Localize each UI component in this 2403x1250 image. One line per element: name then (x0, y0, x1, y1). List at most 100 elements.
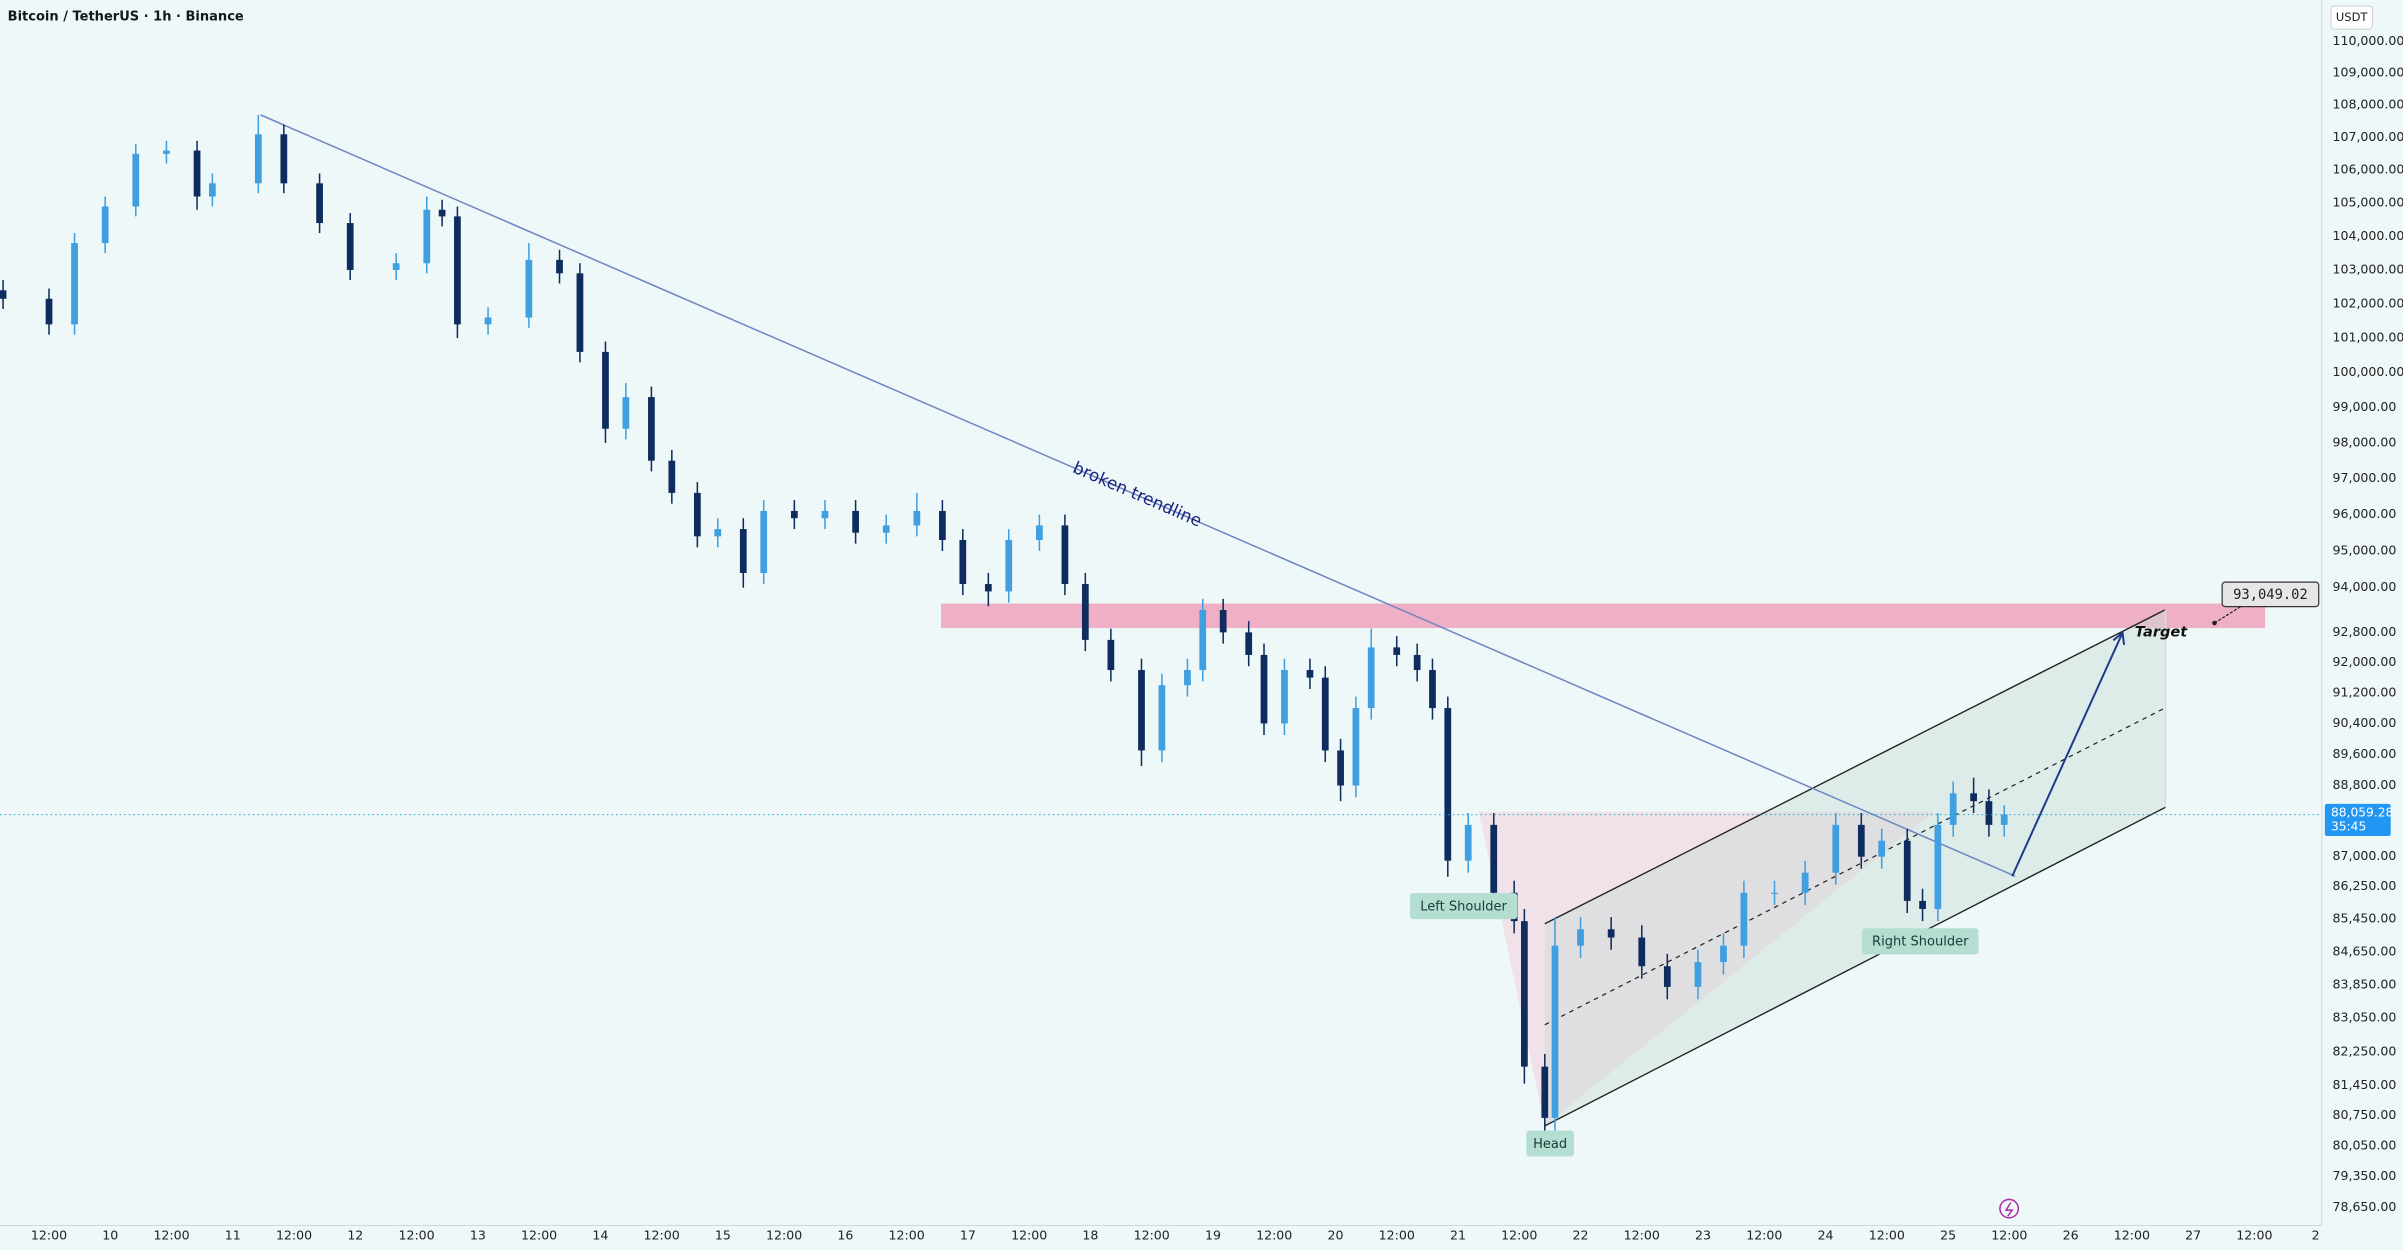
y-tick-label: 109,000.00 (2333, 65, 2403, 80)
y-tick-label: 89,600.00 (2333, 746, 2397, 761)
trendline (260, 114, 2016, 877)
x-tick-label: 15 (715, 1228, 731, 1243)
alert-icon[interactable] (1999, 1198, 2020, 1219)
candle-body (1663, 966, 1671, 987)
x-tick-label: 26 (2063, 1228, 2079, 1243)
candle-body (1219, 609, 1227, 633)
y-tick-label: 110,000.00 (2333, 33, 2403, 48)
x-tick-label: 2 (2312, 1228, 2320, 1243)
candle-body (984, 584, 992, 592)
candle-body (1444, 708, 1452, 861)
candle-body (1281, 670, 1288, 724)
candle-body (1464, 824, 1472, 861)
candle-body (1985, 801, 1993, 825)
x-tick-label: 24 (1818, 1228, 1834, 1243)
y-tick-label: 90,400.00 (2333, 715, 2397, 730)
pattern-area (1478, 811, 1935, 1126)
candle-body (1832, 824, 1840, 873)
candle-body (882, 525, 890, 533)
candle-body (1949, 793, 1957, 825)
candle-body (760, 510, 768, 573)
candle-body (45, 298, 53, 325)
right-shoulder-label: Right Shoulder (1872, 935, 1969, 950)
left-shoulder-box (1409, 893, 1518, 920)
x-tick-label: 12:00 (1501, 1228, 1537, 1243)
x-tick-label: 23 (1695, 1228, 1711, 1243)
candle-body (1970, 793, 1977, 802)
candle-body (821, 510, 829, 519)
candle-body (1720, 945, 1727, 963)
candle-body (254, 134, 262, 184)
candle-body (602, 351, 609, 429)
candle-body (525, 259, 533, 318)
candle-body (163, 150, 170, 154)
candle-body (316, 183, 323, 224)
y-tick-label: 80,050.00 (2333, 1138, 2397, 1153)
candle-body (622, 397, 630, 429)
x-tick-label: 12:00 (889, 1228, 925, 1243)
target-price-label: 93,049.02 (2233, 587, 2308, 603)
x-tick-label: 12:00 (31, 1228, 67, 1243)
y-tick-label: 99,000.00 (2333, 399, 2397, 414)
candle-body (280, 134, 288, 184)
candle-body (1740, 892, 1748, 946)
y-tick-label: 100,000.00 (2333, 364, 2403, 379)
candle-body (1903, 840, 1911, 901)
candle-body (693, 492, 701, 537)
candle-body (0, 290, 7, 299)
candle-body (1158, 685, 1166, 751)
y-tick-label: 107,000.00 (2333, 129, 2403, 144)
y-tick-label: 98,000.00 (2333, 434, 2397, 449)
candle-body (1199, 609, 1207, 671)
x-tick-label: 17 (960, 1228, 976, 1243)
candle-body (1036, 525, 1043, 540)
candle-body (132, 153, 140, 207)
y-tick-label: 88,800.00 (2333, 777, 2397, 792)
candle-body (1107, 639, 1115, 671)
y-tick-label: 106,000.00 (2333, 162, 2403, 177)
candle-body (208, 183, 216, 197)
y-tick-label: 84,650.00 (2333, 943, 2397, 958)
candle-body (959, 539, 967, 585)
candle-body (1245, 632, 1253, 655)
left-shoulder-label: Left Shoulder (1420, 899, 1507, 914)
x-tick-label: 12:00 (153, 1228, 189, 1243)
candle-body (1138, 670, 1145, 751)
x-tick-label: 12:00 (521, 1228, 557, 1243)
y-tick-label: 105,000.00 (2333, 195, 2403, 210)
x-tick-label: 20 (1327, 1228, 1343, 1243)
target-price-box (2221, 581, 2320, 608)
y-tick-label: 101,000.00 (2333, 330, 2403, 345)
candle-body (1321, 677, 1329, 751)
last-price-tag (2324, 803, 2391, 837)
x-tick-label: 12:00 (276, 1228, 312, 1243)
y-tick-label: 83,850.00 (2333, 976, 2397, 991)
candle-body (852, 510, 859, 533)
currency-label: USDT (2336, 10, 2369, 24)
y-tick-label: 92,800.00 (2333, 624, 2397, 639)
candle-body (1367, 647, 1375, 709)
candle-body (346, 223, 354, 270)
x-tick-label: 12:00 (2114, 1228, 2150, 1243)
y-tick-label: 104,000.00 (2333, 228, 2403, 243)
y-tick-label: 79,350.00 (2333, 1168, 2397, 1183)
candle-body (1005, 539, 1013, 592)
y-tick-label: 95,000.00 (2333, 542, 2397, 557)
candle-body (739, 529, 747, 573)
candle-body (1638, 937, 1646, 967)
overlay: Target Left Shoulder Head Right Shoulder… (0, 9, 2322, 1219)
x-tick-label: 12:00 (1011, 1228, 1047, 1243)
candle-body (1771, 892, 1778, 895)
head-box (1526, 1130, 1574, 1157)
candle-body (1520, 921, 1528, 1067)
x-tick-label: 21 (1450, 1228, 1466, 1243)
x-tick-label: 12:00 (644, 1228, 680, 1243)
symbol-title: Bitcoin / TetherUS · 1h · Binance (8, 9, 244, 24)
target-label: Target (2135, 624, 2188, 641)
y-tick-label: 97,000.00 (2333, 470, 2397, 485)
currency-box[interactable] (2330, 5, 2373, 30)
y-tick-label: 102,000.00 (2333, 295, 2403, 310)
x-tick-label: 12:00 (1869, 1228, 1905, 1243)
candle-body (1919, 900, 1926, 909)
